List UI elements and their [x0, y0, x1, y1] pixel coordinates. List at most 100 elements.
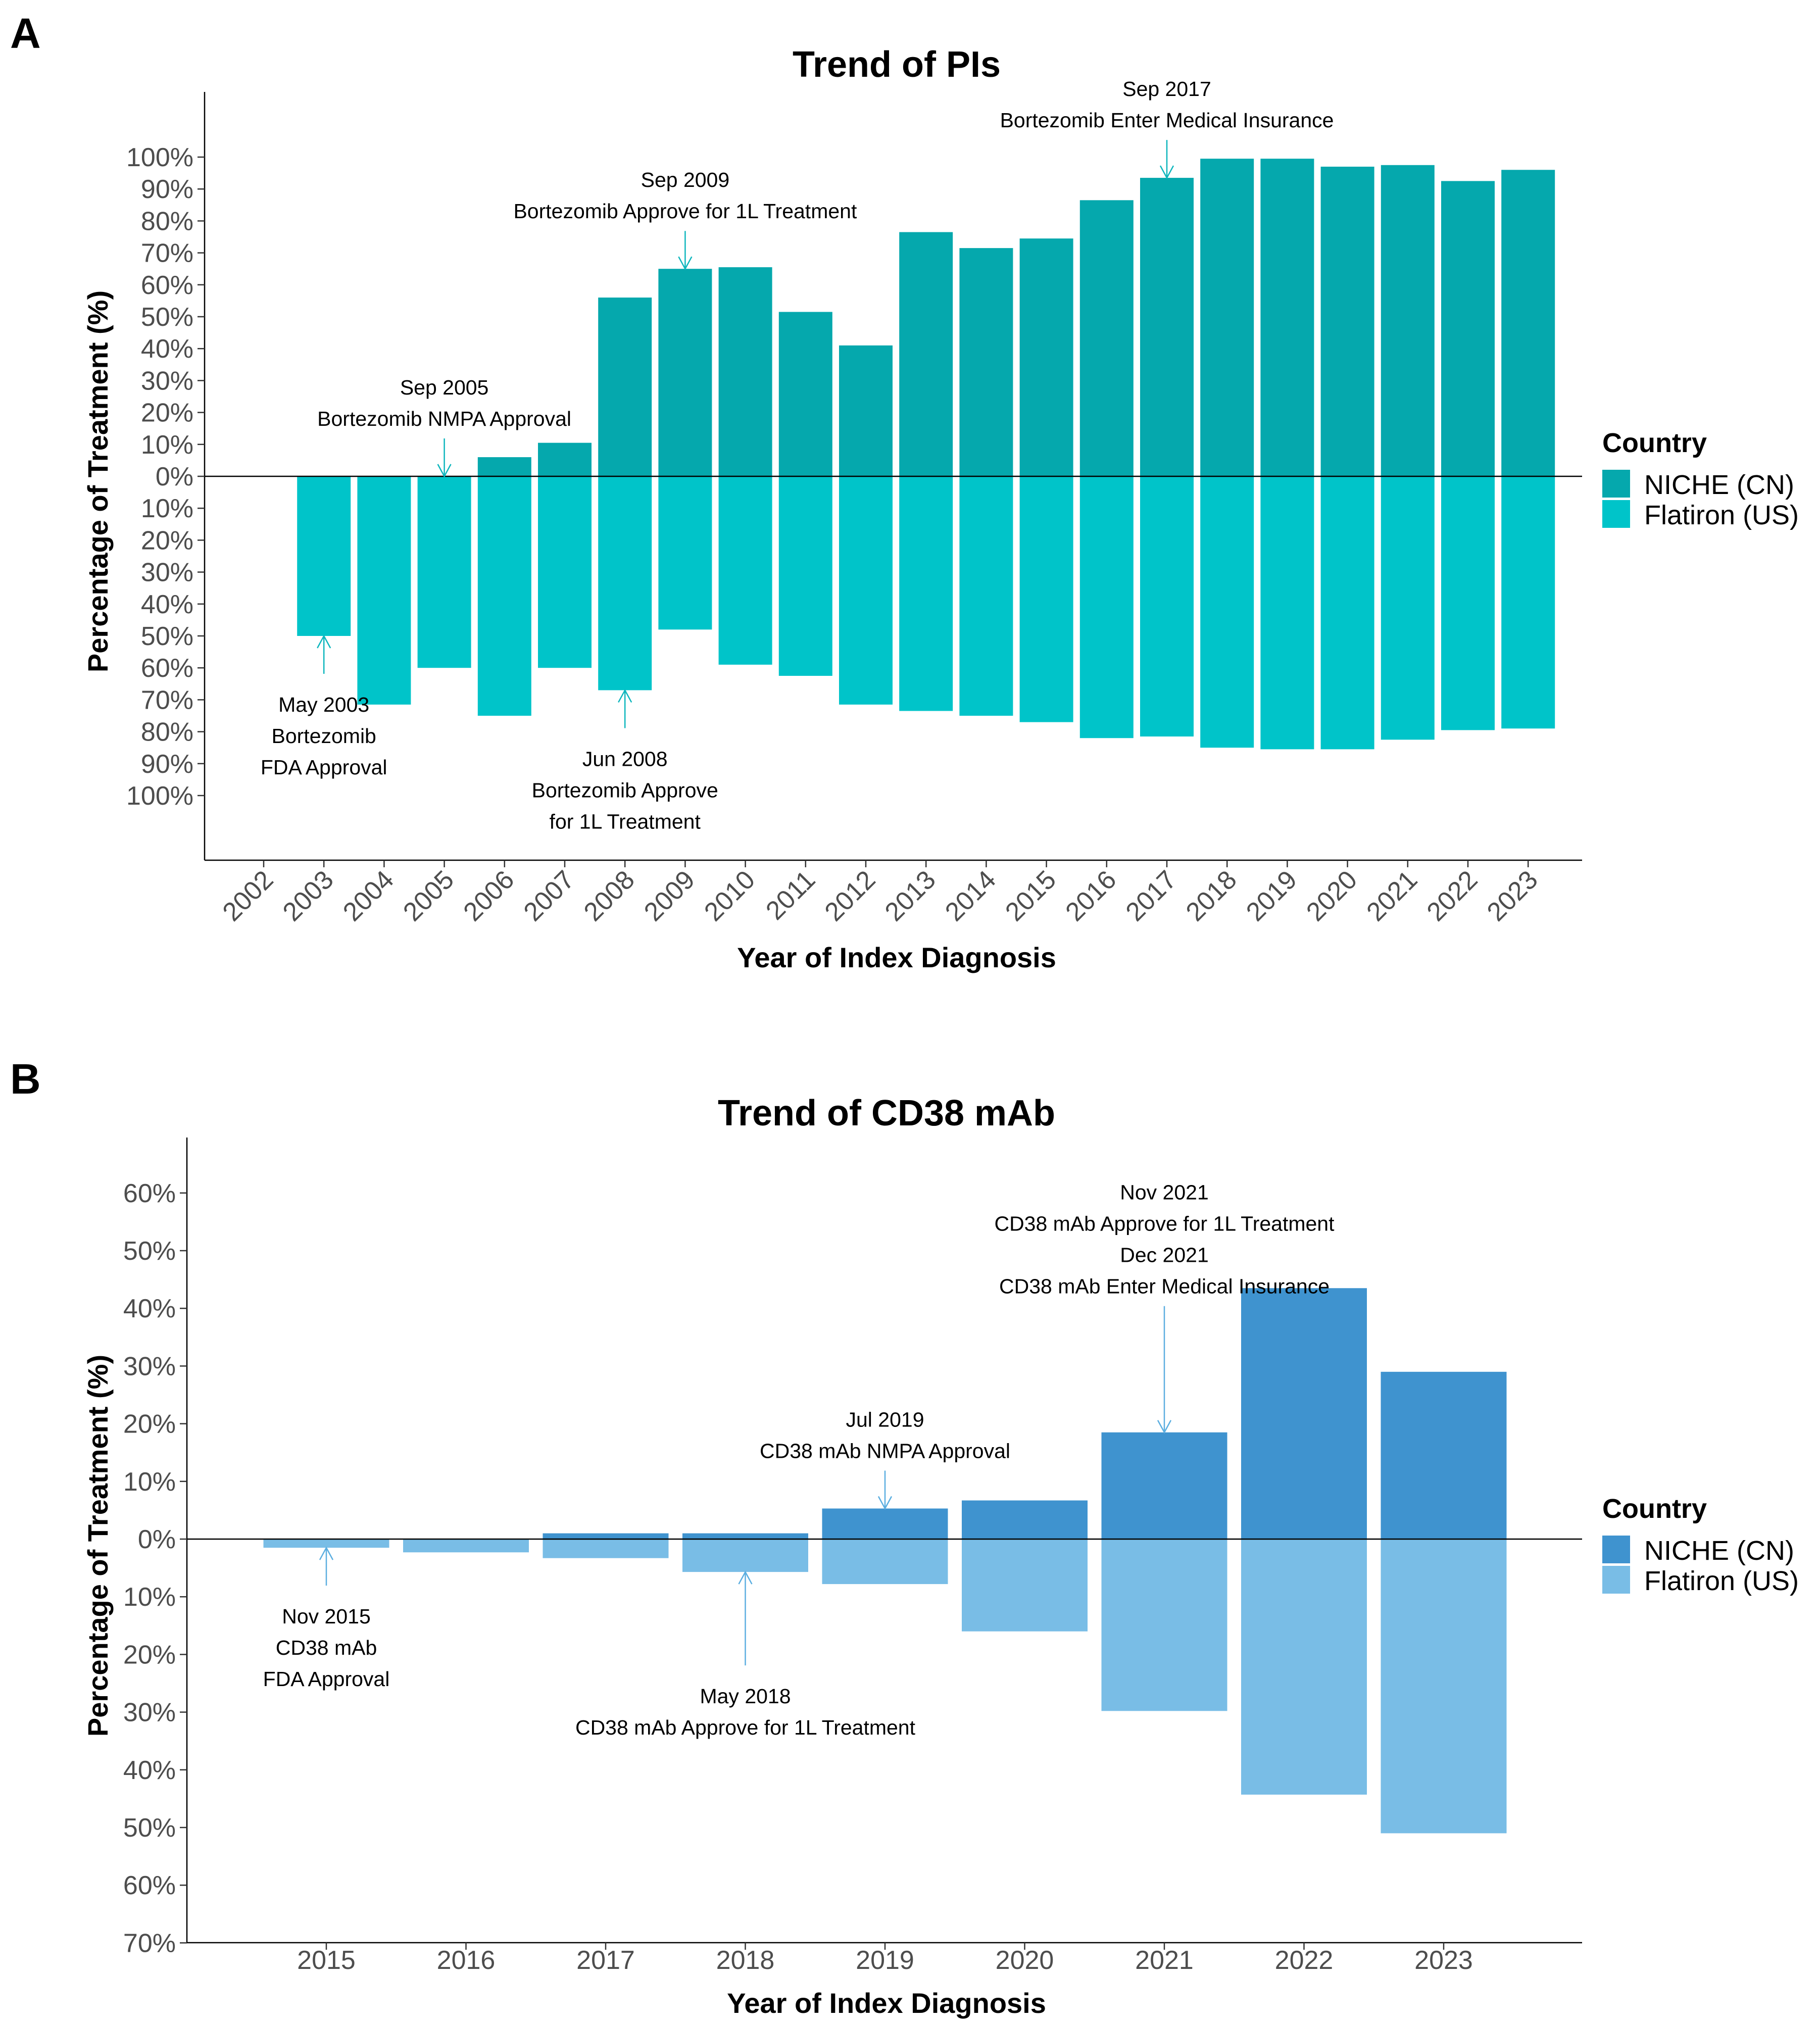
bar-niche-2017	[1140, 178, 1194, 477]
annotation-text: Bortezomib Approve for 1L Treatment	[513, 200, 857, 223]
x-tick-label: 2006	[458, 865, 520, 927]
y-tick-label: 60%	[123, 1871, 176, 1900]
y-tick-label: 30%	[141, 558, 193, 587]
legend-swatch-niche	[1602, 1536, 1630, 1563]
bar-niche-2019	[1260, 159, 1314, 476]
x-tick-label: 2010	[699, 865, 761, 927]
bar-niche-2021	[1101, 1432, 1227, 1539]
bar-flatiron-2021	[1101, 1539, 1227, 1711]
pi-plot-area: 100%90%80%70%60%50%40%30%20%10%0%10%20%3…	[126, 77, 1582, 927]
bar-niche-2006	[477, 457, 531, 476]
annotation-text: CD38 mAb NMPA Approval	[760, 1439, 1010, 1462]
bar-flatiron-2005	[417, 476, 471, 668]
bar-flatiron-2023	[1501, 476, 1555, 729]
x-tick-label: 2008	[578, 865, 641, 927]
x-tick-label: 2011	[760, 865, 821, 925]
chart-title: Trend of PIs	[793, 44, 1001, 85]
annotation-arrowhead	[1159, 165, 1174, 179]
annotation-text: Sep 2009	[641, 168, 730, 191]
bar-flatiron-2021	[1381, 476, 1435, 740]
annotation-arrowhead	[678, 256, 693, 270]
panel-a-label: A	[10, 10, 41, 57]
y-tick-label: 20%	[141, 399, 193, 428]
bar-niche-2009	[658, 269, 712, 476]
annotation-text: Bortezomib NMPA Approval	[317, 407, 571, 430]
bar-flatiron-2022	[1241, 1539, 1367, 1795]
bar-flatiron-2018	[682, 1539, 808, 1572]
annotation-text: FDA Approval	[261, 756, 387, 779]
annotation-text: Sep 2017	[1122, 77, 1211, 101]
bar-niche-2017	[543, 1533, 669, 1539]
bar-niche-2010	[718, 267, 772, 476]
x-tick-label: 2023	[1482, 865, 1544, 927]
x-tick-label: 2014	[940, 865, 1002, 927]
legend: Country NICHE (CN) Flatiron (US)	[1602, 1494, 1799, 1596]
panel-b: B Trend of CD38 mAb 60% 50% 40% 30% 20% 10% 0%…	[10, 1055, 1799, 2019]
bar-niche-2011	[778, 312, 832, 476]
annotation-text: CD38 mAb Approve for 1L Treatment	[575, 1716, 916, 1739]
bar-flatiron-2006	[477, 476, 531, 716]
cd38-plot-area: 60% 50% 40% 30% 20% 10% 0% 10% 20% 30% 40% 50% 60% 70…	[123, 1138, 1582, 1975]
bar-flatiron-2020	[1320, 476, 1374, 750]
bar-niche-2023	[1381, 1371, 1507, 1539]
annotation-arrowhead	[738, 1570, 753, 1585]
y-tick-label: 20%	[123, 1410, 176, 1439]
bar-flatiron-2017	[543, 1539, 669, 1558]
annotation-arrowhead	[437, 464, 452, 478]
bar-niche-2018	[682, 1533, 808, 1539]
y-tick-label: 50%	[123, 1237, 176, 1266]
annotation-text: CD38 mAb Approve for 1L Treatment	[994, 1212, 1335, 1236]
bar-niche-2016	[1079, 200, 1134, 476]
x-tick-label: 2020	[996, 1946, 1054, 1975]
annotation-text: Nov 2015	[282, 1605, 371, 1628]
bar-niche-2007	[538, 442, 592, 476]
y-tick-label: 50%	[123, 1813, 176, 1843]
y-tick-label: 30%	[141, 366, 193, 396]
annotation-arrowhead	[319, 1546, 334, 1560]
bar-flatiron-2018	[1200, 476, 1254, 748]
legend-label-flatiron: Flatiron (US)	[1644, 1566, 1799, 1596]
x-tick-label: 2016	[437, 1946, 496, 1975]
x-axis-title: Year of Index Diagnosis	[737, 942, 1056, 973]
y-axis-title: Percentage of Treatment (%)	[82, 1355, 114, 1737]
x-tick-label: 2023	[1414, 1946, 1473, 1975]
legend: Country NICHE (CN) Flatiron (US)	[1602, 428, 1799, 530]
y-tick-label: 10%	[123, 1583, 176, 1612]
y-tick-label: 40%	[123, 1756, 176, 1785]
annotation-arrowhead	[1157, 1420, 1172, 1434]
bar-flatiron-2016	[403, 1539, 529, 1553]
bar-flatiron-2014	[959, 476, 1013, 716]
y-tick-label: 100%	[126, 781, 193, 811]
y-tick-label: 100%	[126, 143, 193, 172]
bar-niche-2013	[899, 232, 953, 476]
annotation-text: CD38 mAb Enter Medical Insurance	[999, 1275, 1330, 1298]
bar-niche-2021	[1381, 165, 1435, 476]
bar-niche-2008	[598, 298, 652, 476]
legend-swatch-flatiron	[1602, 500, 1630, 528]
y-axis-title: Percentage of Treatment (%)	[82, 290, 114, 672]
y-tick-label: 70%	[141, 239, 193, 268]
y-tick-label: 80%	[141, 207, 193, 236]
y-tick-label: 40%	[123, 1294, 176, 1323]
annotation-text: Jun 2008	[582, 747, 668, 770]
bar-niche-2015	[1019, 238, 1073, 476]
y-tick-label: 80%	[141, 718, 193, 747]
annotation-text: Bortezomib Approve	[532, 778, 718, 802]
y-tick-label: 10%	[141, 494, 193, 523]
annotation-text: Dec 2021	[1120, 1244, 1209, 1267]
annotation-arrowhead	[317, 634, 331, 649]
x-tick-label: 2015	[1000, 865, 1062, 927]
bar-flatiron-2015	[1019, 476, 1073, 722]
x-tick-label: 2015	[297, 1946, 356, 1975]
bar-flatiron-2003	[297, 476, 351, 636]
x-tick-label: 2007	[518, 865, 580, 927]
y-tick-label: 70%	[141, 685, 193, 715]
bar-flatiron-2015	[263, 1539, 389, 1548]
annotation-text: for 1L Treatment	[550, 810, 701, 833]
x-tick-label: 2021	[1135, 1946, 1194, 1975]
annotation-arrowhead	[618, 688, 632, 703]
y-tick-label: 60%	[123, 1179, 176, 1208]
y-tick-label: 20%	[123, 1640, 176, 1669]
y-tick-label: 0%	[156, 462, 193, 491]
